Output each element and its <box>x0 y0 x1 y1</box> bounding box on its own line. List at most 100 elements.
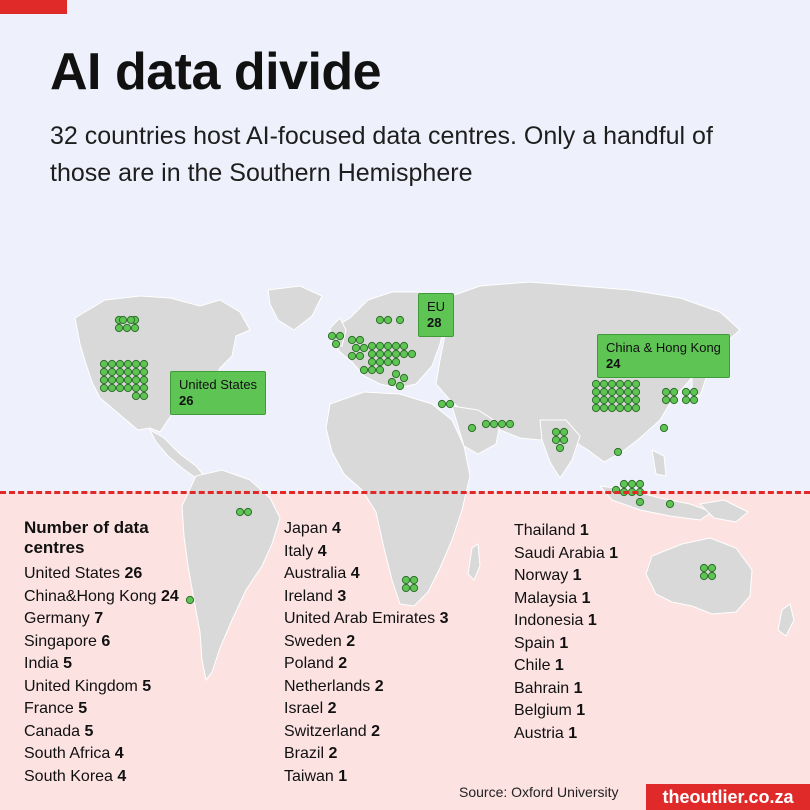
equator-line <box>0 491 810 494</box>
legend-count: 4 <box>112 767 127 785</box>
data-centre-dot <box>375 365 385 375</box>
legend-title: Number of data centres <box>24 518 149 557</box>
data-centre-dot <box>115 359 125 369</box>
legend-count: 5 <box>137 677 152 695</box>
data-centre-dot <box>126 315 136 325</box>
data-centre-dot <box>391 357 401 367</box>
legend-row: Austria 1 <box>514 723 618 746</box>
data-centre-dot <box>555 443 565 453</box>
legend-count: 1 <box>563 724 578 742</box>
data-centre-dot <box>99 383 109 393</box>
data-centre-dot <box>123 359 133 369</box>
legend-row: Italy 4 <box>284 541 449 564</box>
legend-count: 26 <box>120 565 143 582</box>
page-title: AI data divide <box>50 43 382 101</box>
new-zealand <box>777 603 795 637</box>
legend-country: Canada <box>24 722 81 740</box>
data-centre-dot <box>699 571 709 581</box>
legend-country: Brazil <box>284 745 325 762</box>
legend-country: Italy <box>284 542 314 560</box>
data-centre-dot <box>631 395 641 405</box>
data-centre-dot <box>615 379 625 389</box>
legend-country: United Kingdom <box>24 677 138 695</box>
new-guinea <box>698 499 749 523</box>
legend-count: 1 <box>550 657 564 674</box>
data-centre-dot <box>591 379 601 389</box>
legend-country: Netherlands <box>284 677 371 695</box>
legend-country: Belgium <box>514 702 572 719</box>
legend-row: Norway 1 <box>514 565 618 588</box>
legend-row: Ireland 3 <box>284 586 449 609</box>
data-centre-dot <box>139 375 149 385</box>
data-centre-dot <box>661 387 671 397</box>
data-centre-dot <box>131 391 141 401</box>
legend-country: Saudi Arabia <box>514 544 605 562</box>
brand-badge[interactable]: theoutlier.co.za <box>646 784 810 810</box>
data-centre-dot <box>505 419 515 429</box>
data-centre-dot <box>551 427 561 437</box>
callout-eu-count: 28 <box>427 315 442 330</box>
data-centre-dot <box>707 571 717 581</box>
legend-row: South Africa 4 <box>24 743 179 766</box>
data-centre-dot <box>359 365 369 375</box>
legend-column-3: Thailand 1 Saudi Arabia 1 Norway 1 Malaysia… <box>514 520 618 745</box>
legend-row: India 5 <box>24 653 179 676</box>
legend-country: United Arab Emirates <box>284 610 436 627</box>
data-centre-dot <box>631 403 641 413</box>
legend-count: 1 <box>604 544 619 562</box>
legend-country: Thailand <box>514 522 576 539</box>
legend-row: Singapore 6 <box>24 631 179 654</box>
data-centre-dot <box>613 447 623 457</box>
data-centre-dot <box>375 341 385 351</box>
data-centre-dot <box>107 383 117 393</box>
data-centre-dot <box>669 395 679 405</box>
data-centre-dot <box>681 387 691 397</box>
data-centre-dot <box>559 435 569 445</box>
legend-row: Brazil 2 <box>284 743 449 766</box>
data-centre-dot <box>347 335 357 345</box>
legend-count: 4 <box>346 565 360 582</box>
australia <box>645 537 753 615</box>
data-centre-dot <box>681 395 691 405</box>
data-centre-dot <box>623 403 633 413</box>
data-centre-dot <box>401 583 411 593</box>
data-centre-dot <box>375 315 385 325</box>
legend-country: South Africa <box>24 745 111 762</box>
legend-country: South Korea <box>24 767 113 785</box>
legend-country: Sweden <box>284 632 342 650</box>
data-centre-dot <box>123 375 133 385</box>
data-centre-dot <box>139 359 149 369</box>
legend-count: 5 <box>58 655 73 672</box>
data-centre-dot <box>131 383 141 393</box>
legend-row: Israel 2 <box>284 698 449 721</box>
legend-count: 1 <box>583 612 597 629</box>
data-centre-dot <box>391 341 401 351</box>
data-centre-dot <box>631 379 641 389</box>
legend-row: Spain 1 <box>514 633 618 656</box>
data-centre-dot <box>401 575 411 585</box>
data-centre-dot <box>607 403 617 413</box>
legend-count: 3 <box>332 587 347 605</box>
legend-count: 2 <box>333 655 348 672</box>
data-centre-dot <box>607 387 617 397</box>
central-america <box>148 428 205 479</box>
legend-country: Singapore <box>24 632 97 650</box>
data-centre-dot <box>185 595 195 605</box>
legend-country: Bahrain <box>514 679 570 697</box>
data-centre-dot <box>699 563 709 573</box>
data-centre-dot <box>399 373 409 383</box>
data-centre-dot <box>115 383 125 393</box>
legend-count: 2 <box>370 677 384 695</box>
data-centre-dot <box>623 379 633 389</box>
philippines <box>651 449 667 477</box>
data-centre-dot <box>635 479 645 489</box>
data-centre-dot <box>383 357 393 367</box>
data-centre-dot <box>139 367 149 377</box>
legend-row: France 5 <box>24 698 179 721</box>
data-centre-dot <box>355 335 365 345</box>
legend-count: 1 <box>569 679 583 697</box>
data-centre-dot <box>623 387 633 397</box>
data-centre-dot <box>599 403 609 413</box>
data-centre-dot <box>489 419 499 429</box>
data-centre-dot <box>243 507 253 517</box>
